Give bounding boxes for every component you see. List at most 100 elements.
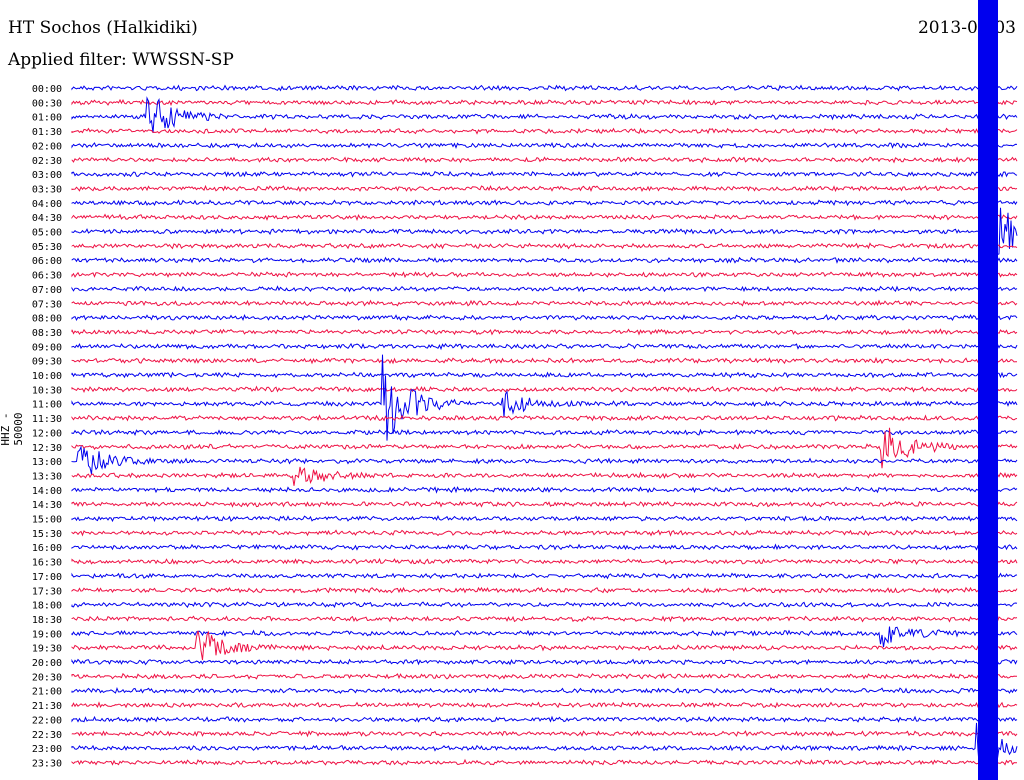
trace-line bbox=[71, 615, 1018, 623]
trace-line bbox=[71, 385, 1018, 394]
trace-line bbox=[71, 601, 1018, 608]
row-time-label: 02:00 bbox=[32, 141, 62, 152]
trace-line bbox=[71, 313, 1018, 321]
trace-line bbox=[71, 256, 1018, 264]
row-time-label: 03:30 bbox=[32, 184, 62, 195]
trace-line bbox=[71, 658, 1018, 666]
row-time-label: 10:00 bbox=[32, 371, 62, 382]
trace-line bbox=[71, 466, 1018, 486]
row-time-label: 05:00 bbox=[32, 228, 62, 239]
trace-line bbox=[71, 586, 1018, 594]
row-time-label: 22:30 bbox=[32, 730, 62, 741]
row-time-label: 12:30 bbox=[32, 443, 62, 454]
row-time-label: 04:30 bbox=[32, 213, 62, 224]
row-time-label: 08:30 bbox=[32, 328, 62, 339]
trace-line bbox=[71, 242, 1018, 250]
trace-line bbox=[71, 299, 1018, 307]
row-time-label: 21:00 bbox=[32, 687, 62, 698]
row-time-label: 04:00 bbox=[32, 199, 62, 210]
trace-line bbox=[71, 529, 1018, 537]
filter-label: Applied filter: WWSSN-SP bbox=[8, 50, 234, 70]
row-time-label: 11:00 bbox=[32, 400, 62, 411]
row-time-label: 00:00 bbox=[32, 84, 62, 95]
trace-line bbox=[71, 715, 1018, 723]
row-time-label: 16:30 bbox=[32, 558, 62, 569]
row-time-label: 09:30 bbox=[32, 357, 62, 368]
row-time-label: 10:30 bbox=[32, 385, 62, 396]
row-time-label: 18:30 bbox=[32, 615, 62, 626]
trace-line bbox=[71, 371, 1018, 379]
row-time-label: 23:30 bbox=[32, 758, 62, 769]
trace-line bbox=[71, 342, 1018, 351]
row-time-label: 14:30 bbox=[32, 500, 62, 511]
trace-line bbox=[71, 445, 1018, 475]
trace-line bbox=[71, 170, 1018, 178]
row-time-label: 13:30 bbox=[32, 471, 62, 482]
trace-line bbox=[71, 672, 1017, 680]
row-time-label: 09:00 bbox=[32, 342, 62, 353]
row-time-label: 11:30 bbox=[32, 414, 62, 425]
row-time-label: 23:00 bbox=[32, 744, 62, 755]
row-time-label: 01:00 bbox=[32, 113, 62, 124]
row-time-label: 07:30 bbox=[32, 299, 62, 310]
trace-line bbox=[71, 630, 1018, 661]
trace-line bbox=[71, 758, 1018, 766]
trace-line bbox=[71, 285, 1018, 293]
trace-line bbox=[71, 427, 1018, 469]
row-time-label: 07:00 bbox=[32, 285, 62, 296]
trace-line bbox=[71, 127, 1018, 135]
trace-line bbox=[71, 514, 1018, 523]
trace-line bbox=[71, 271, 1018, 279]
row-time-label: 03:00 bbox=[32, 170, 62, 181]
trace-line bbox=[71, 730, 1018, 738]
trace-line bbox=[71, 207, 1018, 256]
row-time-label: 20:00 bbox=[32, 658, 62, 669]
trace-line bbox=[71, 356, 1017, 365]
row-time-label: 22:00 bbox=[32, 715, 62, 726]
row-time-label: 19:00 bbox=[32, 629, 62, 640]
row-time-label: 13:00 bbox=[32, 457, 62, 468]
trace-line bbox=[71, 98, 1018, 107]
trace-line bbox=[71, 500, 1018, 508]
row-time-label: 06:00 bbox=[32, 256, 62, 267]
trace-line bbox=[71, 96, 1018, 133]
saturated-trace-band bbox=[978, 0, 998, 780]
trace-line bbox=[71, 428, 1018, 436]
row-time-label: 01:30 bbox=[32, 127, 62, 138]
row-time-label: 17:30 bbox=[32, 586, 62, 597]
trace-line bbox=[71, 572, 1018, 580]
row-time-label: 08:00 bbox=[32, 314, 62, 325]
row-time-label: 05:30 bbox=[32, 242, 62, 253]
trace-line bbox=[71, 141, 1018, 150]
trace-line bbox=[71, 543, 1018, 551]
trace-line bbox=[71, 199, 1018, 207]
trace-line bbox=[71, 626, 1018, 648]
row-time-label: 19:30 bbox=[32, 644, 62, 655]
row-time-label: 12:00 bbox=[32, 428, 62, 439]
trace-line bbox=[71, 722, 1018, 770]
trace-line bbox=[71, 328, 1018, 336]
trace-line bbox=[71, 213, 1018, 222]
trace-line bbox=[71, 414, 1018, 422]
trace-line bbox=[71, 156, 1018, 164]
station-title: HT Sochos (Halkidiki) bbox=[8, 18, 198, 38]
trace-line bbox=[71, 486, 1018, 494]
trace-line bbox=[71, 84, 1018, 92]
trace-line bbox=[71, 686, 1018, 694]
row-time-label: 20:30 bbox=[32, 672, 62, 683]
row-time-label: 18:00 bbox=[32, 601, 62, 612]
row-time-label: 02:30 bbox=[32, 156, 62, 167]
row-time-label: 21:30 bbox=[32, 701, 62, 712]
trace-line bbox=[71, 184, 1018, 193]
row-time-label: 06:30 bbox=[32, 271, 62, 282]
trace-line bbox=[71, 557, 1018, 565]
row-time-label: 17:00 bbox=[32, 572, 62, 583]
row-time-label: 16:00 bbox=[32, 543, 62, 554]
row-time-label: 14:00 bbox=[32, 486, 62, 497]
row-time-label: 00:30 bbox=[32, 98, 62, 109]
row-time-label: 15:30 bbox=[32, 529, 62, 540]
row-time-label: 15:00 bbox=[32, 515, 62, 526]
trace-line bbox=[71, 354, 1018, 441]
trace-line bbox=[71, 701, 1018, 709]
